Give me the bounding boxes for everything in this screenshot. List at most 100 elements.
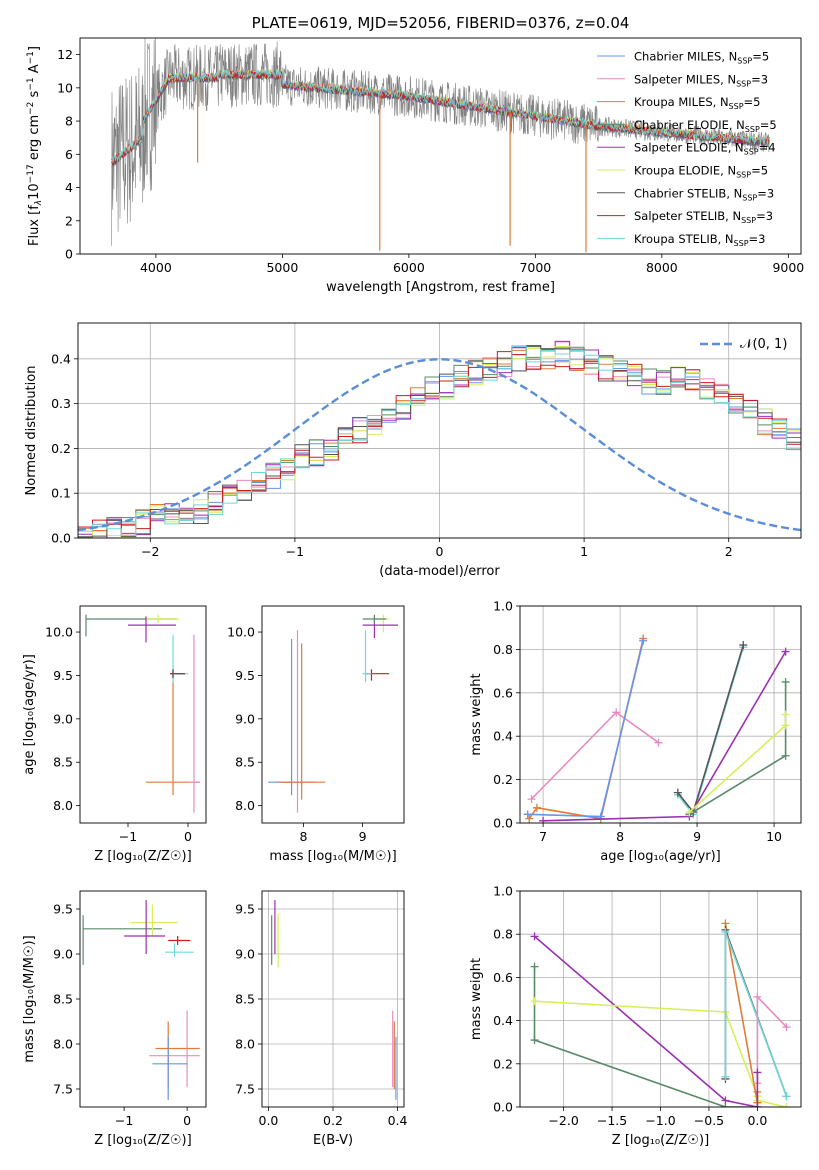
y-tick-label: 9.5	[53, 668, 73, 683]
y-tick-label: 0.4	[493, 729, 513, 744]
y-tick-label: 8.5	[53, 992, 73, 1007]
y-axis-label: Normed distribution	[24, 366, 39, 496]
spectrum-legend: Chabrier MILES, NSSP=5 Salpeter MILES, NS…	[597, 50, 777, 248]
series-marker-salpeter_miles	[753, 992, 762, 1001]
series-line-kroupa_stelib	[677, 646, 745, 817]
series-line-chabrier_elodie	[688, 682, 787, 815]
series-marker-salpeter_miles	[527, 795, 536, 804]
series-marker-chabrier_elodie	[530, 962, 539, 971]
x-tick-label: −1	[119, 829, 137, 844]
y-tick-label: 9.0	[235, 711, 255, 726]
legend-label: Kroupa STELIB, NSSP=3	[634, 232, 765, 248]
y-tick-label: 0.3	[51, 396, 71, 411]
y-tick-label: 0.8	[493, 642, 513, 657]
y-tick-label: 9.5	[53, 902, 73, 917]
x-tick-label: 2	[725, 544, 733, 559]
series-marker-salpeter_elodie	[781, 647, 790, 656]
age_mass-points	[267, 614, 399, 813]
age_mass-frame	[261, 605, 405, 824]
x-tick-label: −1	[286, 544, 304, 559]
series-marker-kroupa_elodie	[781, 721, 790, 730]
x-tick-label: −1.5	[597, 1113, 627, 1128]
x-tick-label: 6000	[393, 260, 425, 275]
series-line-chabrier_elodie	[533, 966, 758, 1107]
mass_Z-axes: −1 0 7.5 8.0 8.5 9.0 9.5 Z [log₁₀(Z/Z☉)] mass [l…	[22, 902, 192, 1149]
series-marker-salpeter_miles	[782, 1023, 791, 1032]
y-tick-label: 10.0	[227, 625, 255, 640]
y-tick-label: 4	[65, 180, 73, 195]
histogram-series-salpeter_stelib	[78, 351, 801, 538]
series-marker-kroupa_elodie	[685, 808, 694, 817]
histogram-series-chabrier_elodie	[78, 346, 801, 538]
model-line-kroupa_stelib	[111, 68, 770, 163]
x-tick-label: 9	[693, 829, 701, 844]
y-tick-label: 10.0	[45, 625, 73, 640]
spectrum-lines	[111, 38, 770, 253]
legend-label: Chabrier ELODIE, NSSP=5	[634, 118, 777, 134]
series-line-kroupa_stelib	[724, 931, 788, 1097]
y-tick-label: 7.5	[53, 1082, 73, 1097]
y-tick-label: 9.5	[235, 668, 255, 683]
histogram-series-chabrier_miles	[78, 346, 801, 538]
y-tick-label: 2	[65, 213, 73, 228]
series-line-salpeter_miles	[530, 711, 660, 800]
series-marker-kroupa_elodie	[782, 1103, 791, 1107]
legend-label: Salpeter MILES, NSSP=3	[634, 72, 768, 88]
figure-title: PLATE=0619, MJD=52056, FIBERID=0376, z=0…	[252, 14, 630, 32]
series-marker-kroupa_stelib	[782, 1092, 791, 1101]
y-tick-label: 9.0	[53, 711, 73, 726]
y-tick-label: 1.0	[493, 884, 513, 899]
y-tick-label: 8.0	[235, 798, 255, 813]
series-line-kroupa_miles	[724, 923, 759, 1103]
x-tick-label: 0	[436, 544, 444, 559]
legend-label: Salpeter ELODIE, NSSP=4	[634, 141, 776, 157]
x-tick-label: −0.5	[694, 1113, 724, 1128]
y-axis-label: mass weight	[469, 673, 484, 755]
series-marker-kroupa_miles	[532, 803, 541, 812]
residuals-frame	[77, 322, 802, 539]
mass_Z-frame	[79, 890, 207, 1108]
weight_age-axes: 7 8 9 10 0.0 0.2 0.4 0.6 0.8 1.0 age [log₁₀(age/yr…	[469, 599, 801, 864]
y-tick-label: 9.5	[235, 902, 255, 917]
y-tick-label: 0.0	[493, 816, 513, 831]
x-tick-label: −2	[141, 544, 159, 559]
y-tick-label: 6	[65, 147, 73, 162]
y-tick-label: 0.2	[51, 441, 71, 456]
series-line-kroupa_miles	[528, 638, 644, 820]
legend-label: Chabrier STELIB, NSSP=3	[634, 186, 774, 202]
x-tick-label: 7000	[519, 260, 551, 275]
spectrum-frame	[79, 37, 802, 255]
series-marker-chabrier_elodie	[530, 1036, 539, 1045]
residuals-axes: −2 −1 0 1 2 0.0 0.1 0.2 0.3 0.4 (data-model)/error…	[24, 323, 801, 579]
age_Z-points	[85, 614, 200, 813]
x-tick-label: −1.0	[645, 1113, 675, 1128]
series-marker-salpeter_elodie_b	[753, 1068, 762, 1077]
series-line-salpeter_elodie	[533, 935, 758, 1107]
series-marker-chabrier_miles	[523, 810, 532, 819]
series-marker-salpeter_elodie	[530, 932, 539, 941]
y-tick-label: 0.6	[493, 685, 513, 700]
y-tick-label: 9.0	[53, 947, 73, 962]
mass_EBV-points	[271, 900, 397, 1100]
y-tick-label: 8	[65, 114, 73, 129]
series-marker-salpeter_miles	[612, 708, 621, 717]
x-tick-label: 7	[539, 829, 547, 844]
y-axis-label: mass weight	[469, 958, 484, 1040]
mass_EBV-frame	[261, 890, 405, 1108]
x-tick-label: 0.0	[259, 1113, 279, 1128]
series-marker-kroupa_stelib	[721, 1072, 730, 1081]
weight_Z-series	[530, 919, 791, 1107]
series-marker-salpeter_elodie	[539, 816, 548, 823]
series-marker-chabrier_stelib	[673, 788, 682, 797]
y-axis-label: Flux [fλ10−17 erg cm−2 s−1 A−1]	[26, 46, 44, 246]
histogram-steps	[78, 340, 801, 538]
x-axis-label: mass [log₁₀(M/M☉)]	[269, 849, 396, 864]
x-axis-label: wavelength [Angstrom, rest frame]	[326, 280, 555, 295]
weight_Z-frame	[519, 890, 802, 1108]
y-tick-label: 0.6	[493, 970, 513, 985]
age_mass-axes: 8 9 8.0 8.5 9.0 9.5 10.0 mass [log₁₀(M/M☉)]	[227, 625, 397, 864]
y-axis-label: age [log₁₀(age/yr)]	[22, 654, 37, 775]
y-tick-label: 0.0	[51, 531, 71, 546]
series-line-kroupa_elodie	[688, 714, 787, 813]
